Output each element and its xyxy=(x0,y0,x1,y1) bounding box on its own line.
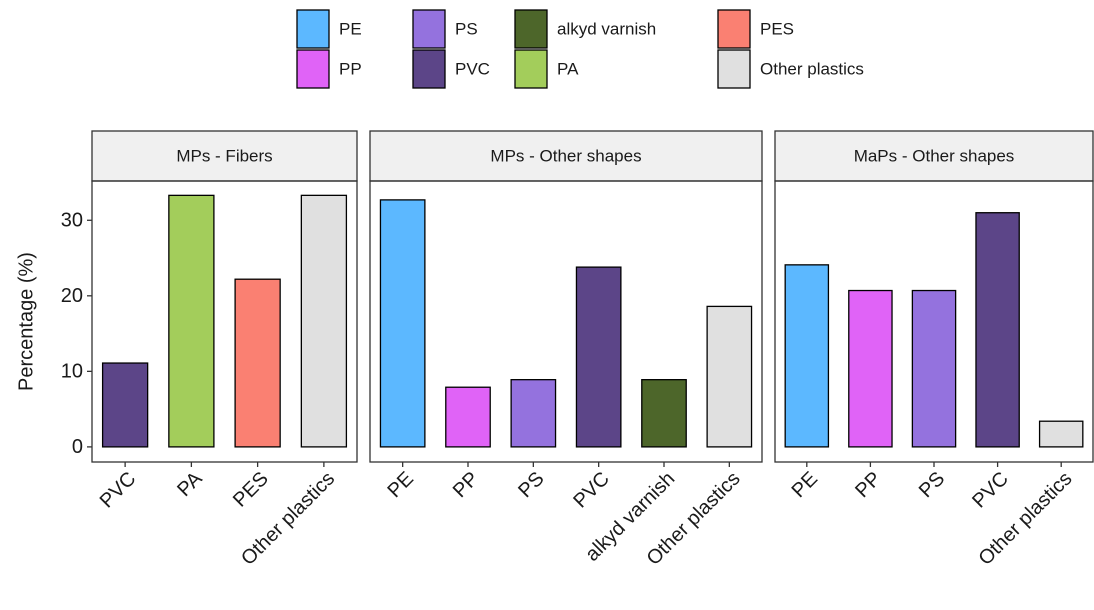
panel-border xyxy=(369,180,763,463)
legend-key xyxy=(717,9,751,49)
legend-key xyxy=(412,9,446,49)
bar xyxy=(168,194,215,448)
legend-label: PS xyxy=(455,19,478,38)
facet-title: MPs - Other shapes xyxy=(490,146,641,165)
legend-label: PE xyxy=(339,19,362,38)
bar xyxy=(706,305,753,448)
bar xyxy=(300,194,348,448)
bar xyxy=(848,289,893,448)
bar xyxy=(379,199,426,448)
legend-key xyxy=(296,9,330,49)
panel-border xyxy=(91,180,358,463)
y-tick-label: 10 xyxy=(61,361,83,383)
y-tick-label: 20 xyxy=(61,285,83,307)
facet-strip xyxy=(774,130,1094,182)
x-tick-label: PE xyxy=(788,468,822,502)
bar xyxy=(1038,420,1084,448)
x-tick-label: PP xyxy=(449,468,483,502)
bar xyxy=(445,386,491,448)
x-tick-label: PS xyxy=(514,468,548,502)
legend-label: PP xyxy=(339,59,362,78)
bar xyxy=(101,362,149,448)
legend-key xyxy=(514,9,548,49)
panel-border xyxy=(774,180,1094,463)
y-tick-label: 0 xyxy=(72,436,83,458)
bar xyxy=(911,289,957,448)
facet-strip xyxy=(369,130,763,182)
x-tick-label: PS xyxy=(915,468,949,502)
x-tick-label: PP xyxy=(851,468,885,502)
legend-key xyxy=(296,49,330,89)
y-tick-label: 30 xyxy=(61,210,83,232)
facet-title: MaPs - Other shapes xyxy=(854,146,1015,165)
legend-label: PES xyxy=(760,19,794,38)
legend-key xyxy=(412,49,446,89)
legend-label: Other plastics xyxy=(760,59,864,78)
x-tick-label: PVC xyxy=(968,468,1013,513)
x-tick-label: PVC xyxy=(569,468,614,513)
x-tick-label: PES xyxy=(229,468,273,512)
bar xyxy=(641,379,687,448)
legend-key xyxy=(717,49,751,89)
facet-title: MPs - Fibers xyxy=(176,146,272,165)
x-tick-label: PVC xyxy=(96,468,141,513)
legend-key xyxy=(514,49,548,89)
x-tick-label: PE xyxy=(384,468,418,502)
y-axis-label: Percentage (%) xyxy=(15,252,37,391)
legend-label: alkyd varnish xyxy=(557,19,656,38)
facet-strip xyxy=(91,130,358,182)
bar xyxy=(234,278,281,448)
legend-label: PVC xyxy=(455,59,490,78)
x-tick-label: PA xyxy=(173,467,207,501)
bar xyxy=(510,379,557,448)
bar xyxy=(575,266,622,448)
bar xyxy=(784,264,830,448)
bar xyxy=(975,212,1020,448)
legend-label: PA xyxy=(557,59,579,78)
